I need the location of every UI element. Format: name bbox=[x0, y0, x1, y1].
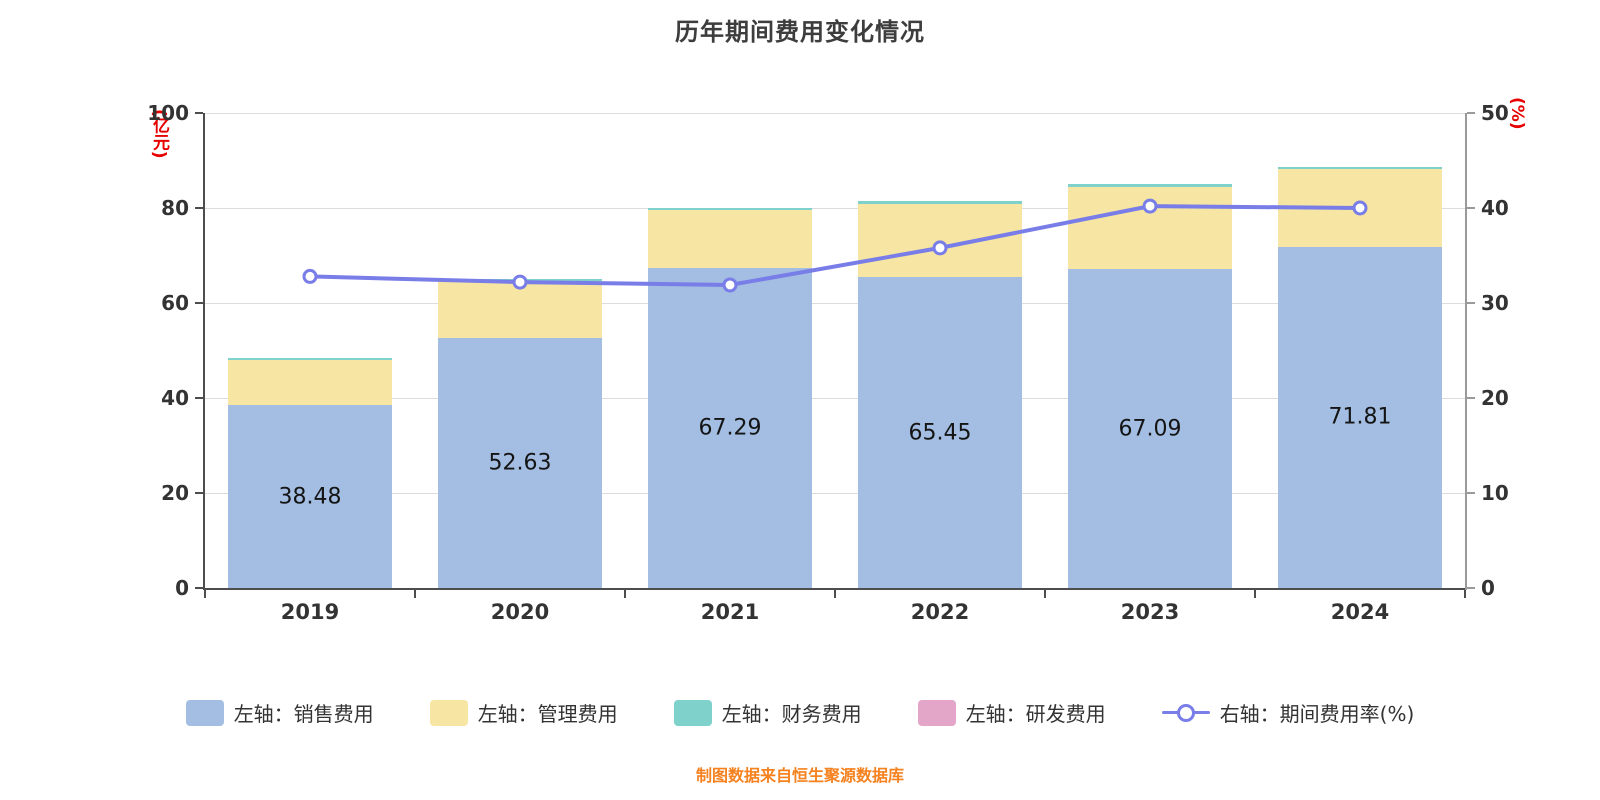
left-axis-tick bbox=[195, 302, 203, 304]
legend-item-rnd[interactable]: 左轴：研发费用 bbox=[917, 698, 1106, 727]
right-axis-tick-label: 40 bbox=[1481, 196, 1509, 220]
left-axis-tick bbox=[195, 587, 203, 589]
bar-segment-admin[interactable] bbox=[858, 203, 1022, 278]
left-axis-tick-label: 40 bbox=[161, 386, 189, 410]
right-axis-tick-label: 50 bbox=[1481, 101, 1509, 125]
gridline bbox=[205, 113, 1465, 114]
legend-label: 左轴：管理费用 bbox=[477, 702, 618, 726]
bar-segment-admin[interactable] bbox=[228, 359, 392, 406]
legend-item-sales[interactable]: 左轴：销售费用 bbox=[185, 698, 374, 727]
bar-segment-finance[interactable] bbox=[648, 208, 812, 211]
left-axis-tick-label: 60 bbox=[161, 291, 189, 315]
legend-item-finance[interactable]: 左轴：财务费用 bbox=[673, 698, 862, 727]
x-axis-label: 2019 bbox=[280, 600, 340, 624]
bar-segment-sales[interactable] bbox=[438, 338, 602, 588]
bar-segment-admin[interactable] bbox=[1068, 187, 1232, 270]
bar-segment-admin[interactable] bbox=[1278, 168, 1442, 247]
x-axis-label: 2023 bbox=[1120, 600, 1180, 624]
legend-line-icon bbox=[1161, 700, 1210, 726]
bar-value-label: 71.81 bbox=[1328, 404, 1392, 430]
bar-value-label: 38.48 bbox=[278, 484, 342, 510]
legend-label: 右轴：期间费用率(%) bbox=[1219, 702, 1415, 726]
right-axis-tick-label: 20 bbox=[1481, 386, 1509, 410]
bar-segment-finance[interactable] bbox=[228, 357, 392, 360]
chart-title: 历年期间费用变化情况 bbox=[675, 18, 925, 46]
right-axis-tick-label: 0 bbox=[1481, 576, 1495, 600]
left-axis-tick bbox=[195, 492, 203, 494]
x-axis-tick bbox=[834, 590, 836, 598]
gridline bbox=[205, 493, 1465, 494]
bar-segment-finance[interactable] bbox=[858, 201, 1022, 204]
gridline bbox=[205, 303, 1465, 304]
right-axis-unit: (%) bbox=[1507, 97, 1527, 130]
legend-swatch bbox=[429, 699, 468, 726]
legend-label: 左轴：财务费用 bbox=[721, 702, 862, 726]
right-axis-tick bbox=[1467, 397, 1475, 399]
bar-segment-sales[interactable] bbox=[648, 268, 812, 588]
legend-swatch bbox=[673, 699, 712, 726]
right-axis-tick bbox=[1467, 112, 1475, 114]
gridline bbox=[205, 208, 1465, 209]
left-axis-line bbox=[203, 113, 205, 590]
bar-segment-finance[interactable] bbox=[1068, 184, 1232, 188]
x-axis-label: 2020 bbox=[490, 600, 550, 624]
bar-segment-admin[interactable] bbox=[648, 210, 812, 269]
bottom-axis-line bbox=[203, 588, 1467, 590]
legend-item-rate[interactable]: 右轴：期间费用率(%) bbox=[1161, 698, 1415, 727]
rate-line-marker[interactable] bbox=[302, 268, 318, 284]
right-axis-tick bbox=[1467, 492, 1475, 494]
bar-segment-sales[interactable] bbox=[858, 277, 1022, 588]
gridline bbox=[205, 398, 1465, 399]
legend-label: 左轴：销售费用 bbox=[233, 702, 374, 726]
right-axis-tick-label: 30 bbox=[1481, 291, 1509, 315]
left-axis-tick bbox=[195, 112, 203, 114]
x-axis-label: 2022 bbox=[910, 600, 970, 624]
right-axis-tick bbox=[1467, 302, 1475, 304]
legend-swatch bbox=[185, 699, 224, 726]
x-axis-tick bbox=[1044, 590, 1046, 598]
source-note: 制图数据来自恒生聚源数据库 bbox=[695, 766, 904, 785]
bar-segment-sales[interactable] bbox=[1068, 269, 1232, 588]
left-axis-tick-label: 80 bbox=[161, 196, 189, 220]
legend-label: 左轴：研发费用 bbox=[965, 702, 1106, 726]
left-axis-tick bbox=[195, 397, 203, 399]
bar-segment-finance[interactable] bbox=[438, 279, 602, 282]
bar-value-label: 52.63 bbox=[488, 450, 552, 476]
bar-segment-sales[interactable] bbox=[1278, 246, 1442, 588]
left-axis-tick-label: 100 bbox=[147, 101, 189, 125]
left-axis-tick-label: 0 bbox=[175, 576, 189, 600]
right-axis-line bbox=[1465, 113, 1467, 590]
x-axis-label: 2021 bbox=[700, 600, 760, 624]
x-axis-tick bbox=[414, 590, 416, 598]
right-axis-tick bbox=[1467, 587, 1475, 589]
legend-item-admin[interactable]: 左轴：管理费用 bbox=[429, 698, 618, 727]
legend-line-marker bbox=[1176, 703, 1195, 722]
bar-value-label: 67.29 bbox=[698, 415, 762, 441]
plot-area: (亿元) (%) 0 20 40 60 80 100 0 10 20 30 40 50 2019 2020… bbox=[147, 97, 1527, 624]
bar-value-label: 65.45 bbox=[908, 420, 972, 446]
bar-segment-sales[interactable] bbox=[228, 405, 392, 588]
legend-swatch bbox=[917, 699, 956, 726]
right-axis-tick-label: 10 bbox=[1481, 481, 1509, 505]
x-axis-tick bbox=[1254, 590, 1256, 598]
right-axis-tick bbox=[1467, 207, 1475, 209]
bar-segment-admin[interactable] bbox=[438, 281, 602, 339]
bar-value-label: 67.09 bbox=[1118, 416, 1182, 442]
left-axis-tick bbox=[195, 207, 203, 209]
left-axis-unit: (亿元) bbox=[149, 109, 169, 159]
left-axis-tick-label: 20 bbox=[161, 481, 189, 505]
rate-line-layer bbox=[302, 198, 1368, 293]
legend: 左轴：销售费用 左轴：管理费用 左轴：财务费用 左轴：研发费用 右轴：期间费用率(%) bbox=[0, 698, 1600, 727]
x-axis-label: 2024 bbox=[1330, 600, 1390, 624]
bar-segment-finance[interactable] bbox=[1278, 166, 1442, 169]
x-axis-tick bbox=[624, 590, 626, 598]
x-axis-tick bbox=[204, 590, 206, 598]
x-axis-tick bbox=[1464, 590, 1466, 598]
